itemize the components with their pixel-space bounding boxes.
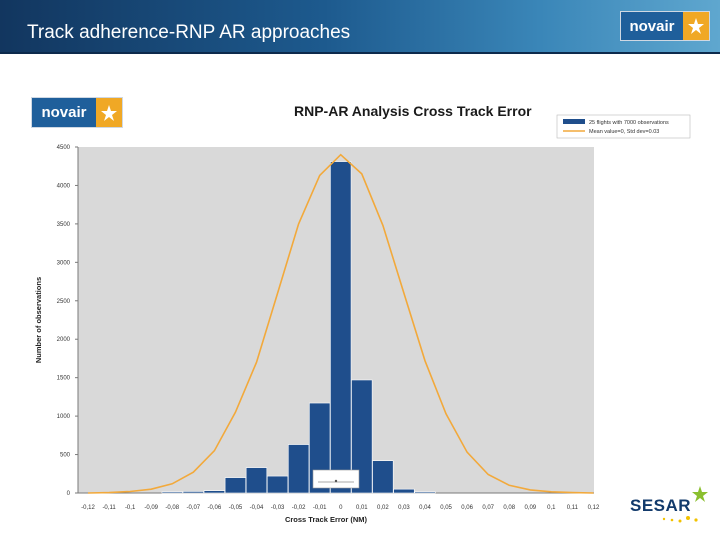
normal-curve-line (87, 153, 594, 494)
x-tick-label: 0,01 (356, 505, 368, 511)
stars-icon (662, 486, 708, 523)
x-tick-label: 0,02 (377, 505, 389, 511)
slide-header (0, 0, 720, 54)
y-tick-label: 3000 (57, 260, 71, 266)
x-tick-label: 0,09 (524, 505, 536, 511)
histogram-bar (224, 477, 247, 494)
slide-title: Track adherence-RNP AR approaches (27, 22, 351, 43)
histogram-bar (203, 490, 225, 494)
y-tick-label: 3500 (57, 222, 71, 228)
x-tick-label: 0,06 (461, 505, 473, 511)
x-tick-label: -0,08 (165, 505, 179, 511)
y-tick-label: 500 (60, 453, 71, 459)
x-tick-label: 0,12 (588, 505, 600, 511)
x-tick-label: 0,11 (567, 505, 579, 511)
y-tick-label: 2500 (57, 299, 71, 305)
x-tick-label: 0,07 (482, 505, 494, 511)
histogram-bar (351, 379, 373, 494)
histogram-bar (182, 491, 204, 494)
x-tick-label: -0,01 (313, 505, 327, 511)
x-tick-label: -0,12 (81, 505, 95, 511)
histogram-bar (161, 491, 183, 494)
y-tick-label: 1000 (57, 414, 71, 420)
x-tick-label: -0,03 (271, 505, 285, 511)
x-axis-label: Cross Track Error (NM) (285, 515, 368, 524)
inset-box (312, 469, 360, 489)
novair-logo-chart: novair (31, 97, 123, 128)
x-tick-label: -0,1 (125, 505, 136, 511)
x-tick-label: -0,11 (102, 505, 116, 511)
header-divider (0, 52, 720, 54)
legend-bar-label: 25 flights with 7000 observations (589, 120, 669, 126)
y-tick-label: 0 (67, 491, 71, 497)
y-tick-label: 1500 (57, 376, 71, 382)
novair-logo-text-chart: novair (32, 98, 96, 127)
histogram-bar (266, 475, 289, 494)
x-tick-label: 0 (339, 505, 343, 511)
legend-box (556, 114, 691, 139)
novair-star-icon (683, 12, 709, 40)
legend-bar-swatch (563, 119, 585, 124)
novair-logo-header: novair (620, 11, 710, 41)
x-tick-label: 0,03 (398, 505, 410, 511)
chart-title: RNP-AR Analysis Cross Track Error (294, 103, 532, 119)
x-tick-label: 0,08 (503, 505, 515, 511)
x-tick-label: 0,1 (547, 505, 556, 511)
y-tick-label: 4000 (57, 183, 71, 189)
x-tick-label: -0,05 (229, 505, 243, 511)
x-tick-label: -0,06 (208, 505, 222, 511)
x-tick-label: -0,09 (144, 505, 158, 511)
sesar-logo: SESAR (626, 484, 714, 528)
histogram-bar (372, 460, 394, 494)
y-tick-label: 2000 (57, 337, 71, 343)
histogram-bar (393, 488, 415, 494)
x-tick-label: 0,04 (419, 505, 431, 511)
x-tick-label: -0,02 (292, 505, 306, 511)
x-tick-label: 0,05 (440, 505, 452, 511)
histogram-bar (287, 444, 310, 494)
inset-marker (334, 479, 338, 483)
x-tick-label: -0,04 (250, 505, 264, 511)
novair-star-icon (96, 98, 122, 127)
sesar-logo-text: SESAR (630, 496, 692, 515)
x-tick-label: -0,07 (186, 505, 200, 511)
y-tick-label: 4500 (57, 145, 71, 151)
histogram-bar (414, 491, 436, 494)
histogram-bar (330, 161, 352, 494)
y-axis-label: Number of observations (34, 277, 43, 363)
histogram-bar (245, 467, 268, 494)
novair-logo-text: novair (621, 12, 683, 40)
legend-line-label: Mean value=0, Std dev=0.03 (589, 129, 659, 135)
